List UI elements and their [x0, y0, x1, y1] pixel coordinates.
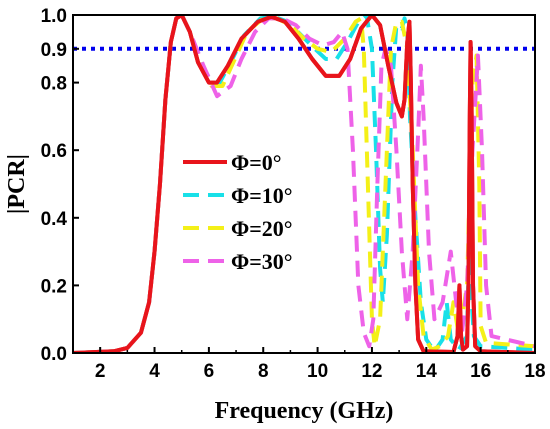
x-axis-title: Frequency (GHz)	[215, 398, 394, 424]
x-tick-label: 2	[95, 361, 106, 382]
x-tick-label: 10	[307, 361, 328, 382]
y-tick-label: 1.0	[41, 6, 67, 27]
x-tick-label: 8	[258, 361, 269, 382]
x-tick-label: 6	[204, 361, 215, 382]
y-axis-title: |PCR|	[4, 154, 30, 214]
legend-label: Φ=0°	[231, 150, 282, 175]
y-tick-label: 0.6	[41, 141, 67, 162]
x-tick-label: 18	[524, 361, 545, 382]
legend-label: Φ=20°	[231, 216, 293, 241]
x-tick-label: 12	[361, 361, 382, 382]
y-tick-label: 0.4	[41, 209, 68, 230]
y-tick-label: 0.9	[41, 40, 67, 61]
legend-label: Φ=10°	[231, 183, 293, 208]
x-tick-label: 4	[149, 361, 160, 382]
series-line	[73, 15, 535, 353]
legend-label: Φ=30°	[231, 249, 293, 274]
y-tick-label: 0.0	[41, 344, 67, 365]
x-tick-label: 14	[416, 361, 438, 382]
legend: Φ=0° Φ=10° Φ=20° Φ=30°	[183, 150, 293, 274]
series-line-top	[73, 15, 535, 353]
y-tick-label: 0.2	[41, 276, 67, 297]
plot-frame	[72, 14, 536, 354]
x-tick-label: 16	[470, 361, 491, 382]
y-tick-label: 0.8	[41, 74, 67, 95]
